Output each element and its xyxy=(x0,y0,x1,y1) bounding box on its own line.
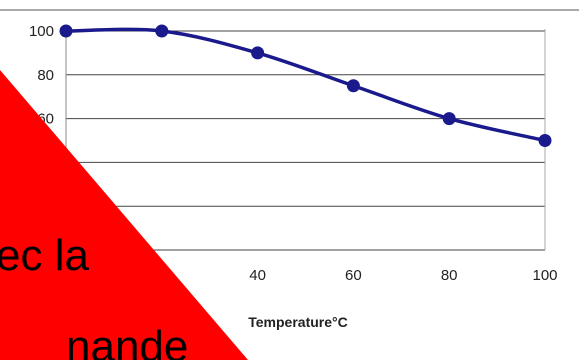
x-tick-label-80: 80 xyxy=(441,267,458,284)
data-point-60 xyxy=(346,79,360,93)
axes xyxy=(65,29,546,251)
x-tick-label-60: 60 xyxy=(345,267,362,284)
data-point-40 xyxy=(251,46,265,60)
y-tick-label-40: 40 xyxy=(37,154,54,171)
x-tick-label-100: 100 xyxy=(532,267,557,284)
gridlines xyxy=(66,30,545,207)
x-axis-label: Temperature°C xyxy=(248,314,347,330)
y-tick-label-20: 20 xyxy=(37,198,54,215)
y-tick-label-0: 0 xyxy=(46,242,54,259)
y-tick-label-60: 60 xyxy=(37,111,54,128)
data-points xyxy=(59,24,552,147)
x-tick-labels: 0 20 40 60 80 100 xyxy=(62,267,558,284)
x-tick-label-40: 40 xyxy=(249,267,266,284)
data-point-80 xyxy=(442,112,456,126)
data-point-100 xyxy=(538,134,552,147)
series-line xyxy=(65,27,546,143)
x-tick-label-20: 20 xyxy=(153,267,170,284)
y-tick-labels: 0 20 40 60 80 100 xyxy=(29,23,54,259)
data-point-20 xyxy=(155,24,169,38)
y-tick-label-80: 80 xyxy=(37,67,54,84)
x-tick-label-0: 0 xyxy=(62,267,70,284)
data-point-0 xyxy=(59,24,73,38)
y-tick-label-100: 100 xyxy=(29,23,54,40)
